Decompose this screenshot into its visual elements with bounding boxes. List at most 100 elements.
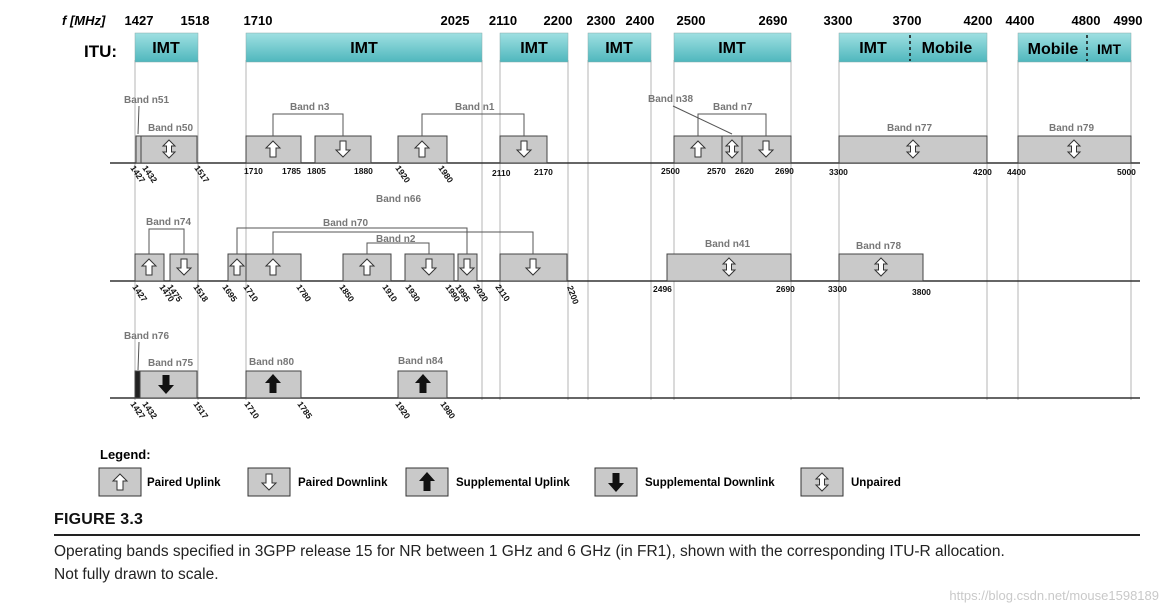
axis-tick: 1710 xyxy=(244,13,273,28)
itu-allocation-row: ITU: IMT IMT IMT IMT IMT IMT Mobile Mobi… xyxy=(84,32,1132,63)
itu-block-label: IMT xyxy=(605,40,633,57)
band-label: Band n79 xyxy=(1049,123,1094,134)
axis-tick: 2500 xyxy=(677,13,706,28)
caption-line: Operating bands specified in 3GPP releas… xyxy=(54,543,1005,560)
legend-label: Supplemental Uplink xyxy=(456,477,570,489)
freq-label: 2020 xyxy=(471,282,490,303)
caption-divider xyxy=(54,534,1140,536)
band-label: Band n80 xyxy=(249,357,294,368)
axis-tick: 3300 xyxy=(824,13,853,28)
freq-label: 2620 xyxy=(735,166,754,176)
freq-label: 1517 xyxy=(192,163,211,184)
legend: Legend: Paired Uplink Paired Downlink Su… xyxy=(98,447,901,497)
freq-label: 1785 xyxy=(282,166,301,176)
band-label: Band n51 xyxy=(124,95,169,106)
itu-block xyxy=(499,32,569,63)
freq-label: 1785 xyxy=(295,399,314,420)
band-label: Band n84 xyxy=(398,356,443,367)
band-row-1: Band n51 Band n50 Band n3 Band n1 Band n… xyxy=(110,94,1140,185)
freq-label: 1930 xyxy=(403,282,422,303)
itu-block xyxy=(587,32,652,63)
itu-block-label: Mobile xyxy=(922,40,973,57)
itu-block-label: IMT xyxy=(859,40,887,57)
legend-label: Supplemental Downlink xyxy=(645,477,775,489)
band-row-2: Band n66 Band n74 Band n70 Band n2 Band … xyxy=(110,194,1140,306)
freq-label: 2500 xyxy=(661,166,680,176)
freq-label: 1517 xyxy=(191,399,210,420)
itu-block xyxy=(673,32,792,63)
freq-label: 4200 xyxy=(973,167,992,177)
axis-unit-label: f [MHz] xyxy=(62,13,106,28)
band-label: Band n70 xyxy=(323,218,368,229)
band-label: Band n38 xyxy=(648,94,693,105)
freq-label: 1780 xyxy=(294,282,313,303)
freq-label: 1910 xyxy=(380,282,399,303)
freq-label: 1980 xyxy=(438,399,457,420)
band-label: Band n74 xyxy=(146,217,191,228)
legend-label: Paired Downlink xyxy=(298,477,388,489)
freq-label: 2690 xyxy=(776,284,795,294)
freq-label: 1805 xyxy=(307,166,326,176)
band-label: Band n1 xyxy=(455,102,495,113)
itu-block-label: IMT xyxy=(718,40,746,57)
legend-label: Unpaired xyxy=(851,477,901,489)
band-label: Band n3 xyxy=(290,102,330,113)
itu-block xyxy=(134,32,199,63)
itu-block-label: Mobile xyxy=(1028,41,1079,58)
freq-label: 2170 xyxy=(534,167,553,177)
axis-tick: 2200 xyxy=(544,13,573,28)
band-n66-uplink-box xyxy=(245,253,302,282)
freq-label: 1850 xyxy=(337,282,356,303)
itu-block xyxy=(838,32,988,63)
frequency-axis: f [MHz] 1427 1518 1710 2025 2110 2200 23… xyxy=(62,13,1142,28)
band-label: Band n76 xyxy=(124,331,169,342)
freq-label: 1427 xyxy=(130,282,149,303)
freq-label: 2110 xyxy=(492,168,511,178)
axis-tick: 2690 xyxy=(759,13,788,28)
axis-tick: 2110 xyxy=(489,13,517,28)
freq-label: 4400 xyxy=(1007,167,1026,177)
freq-label: 2690 xyxy=(775,166,794,176)
freq-label: 1880 xyxy=(354,166,373,176)
freq-label: 1710 xyxy=(244,166,263,176)
axis-tick: 1518 xyxy=(181,13,210,28)
axis-tick: 2300 xyxy=(587,13,616,28)
freq-label: 1980 xyxy=(436,163,455,184)
frequency-band-diagram: f [MHz] 1427 1518 1710 2025 2110 2200 23… xyxy=(62,13,1142,497)
figure-caption: Operating bands specified in 3GPP releas… xyxy=(54,540,1154,586)
freq-label: 2110 xyxy=(493,282,512,303)
freq-label: 3300 xyxy=(829,167,848,177)
itu-block-label: IMT xyxy=(1097,41,1122,57)
freq-label: 1518 xyxy=(191,282,210,303)
band-n76-box xyxy=(134,370,141,399)
band-n51-box xyxy=(135,135,142,164)
axis-tick: 4990 xyxy=(1114,13,1143,28)
caption-line: Not fully drawn to scale. xyxy=(54,566,219,583)
freq-label: 1920 xyxy=(393,163,412,184)
legend-label: Paired Uplink xyxy=(147,477,221,489)
band-label: Band n78 xyxy=(856,241,901,252)
itu-block-label: IMT xyxy=(152,40,180,57)
band-label: Band n41 xyxy=(705,239,750,250)
itu-block xyxy=(1017,32,1132,63)
axis-tick: 3700 xyxy=(893,13,922,28)
freq-label: 3800 xyxy=(912,287,931,297)
freq-label: 1920 xyxy=(393,399,412,420)
freq-label: 1695 xyxy=(220,282,239,303)
axis-tick: 1427 xyxy=(125,13,154,28)
band-label: Band n7 xyxy=(713,102,753,113)
band-label: Band n2 xyxy=(376,234,416,245)
guide-lines xyxy=(134,60,1132,400)
band-label: Band n66 xyxy=(376,194,421,205)
itu-label: ITU: xyxy=(84,42,117,61)
freq-label: 3300 xyxy=(828,284,847,294)
itu-block-label: IMT xyxy=(520,40,548,57)
freq-label: 2496 xyxy=(653,284,672,294)
freq-label: 1710 xyxy=(241,282,260,303)
axis-tick: 4800 xyxy=(1072,13,1101,28)
band-label: Band n75 xyxy=(148,358,193,369)
axis-tick: 4200 xyxy=(964,13,993,28)
watermark: https://blog.csdn.net/mouse1598189 xyxy=(949,588,1159,603)
itu-block xyxy=(245,32,483,63)
band-label: Band n77 xyxy=(887,123,932,134)
